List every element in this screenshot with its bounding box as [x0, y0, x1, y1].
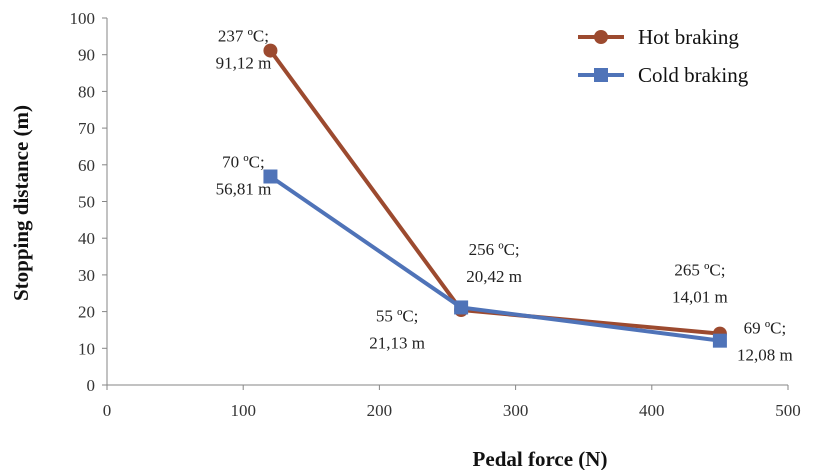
- x-tick-label: 100: [230, 401, 256, 420]
- legend-marker-hot-braking: [594, 30, 608, 44]
- y-axis-title: Stopping distance (m): [9, 105, 33, 301]
- x-tick-label: 400: [639, 401, 665, 420]
- legend: Hot braking Cold braking: [578, 25, 749, 87]
- data-label-line: 69 ºC;: [744, 319, 787, 338]
- annotation-layer: 237 ºC; 91,12 m 256 ºC; 20,42 m 265 ºC; 14,01…: [216, 27, 793, 365]
- y-tick-label: 90: [78, 46, 95, 65]
- y-tick-label: 20: [78, 303, 95, 322]
- data-label-hot-braking: 256 ºC; 20,42 m: [466, 240, 522, 286]
- y-tick-label: 30: [78, 266, 95, 285]
- y-tick-label: 10: [78, 339, 95, 358]
- data-label-line: 55 ºC;: [376, 306, 419, 325]
- data-label-line: 265 ºC;: [674, 261, 725, 280]
- legend-marker-cold-braking: [594, 68, 608, 82]
- data-point-cold-braking: [454, 300, 469, 315]
- data-label-line: 70 ºC;: [222, 153, 265, 172]
- data-point-cold-braking: [712, 333, 727, 348]
- data-label-line: 91,12 m: [216, 54, 272, 73]
- y-tick-label: 70: [78, 119, 95, 138]
- y-tick-label: 0: [87, 376, 96, 395]
- data-label-line: 20,42 m: [466, 267, 522, 286]
- legend-label-hot-braking: Hot braking: [638, 25, 739, 49]
- data-label-line: 21,13 m: [369, 333, 425, 352]
- legend-label-cold-braking: Cold braking: [638, 63, 749, 87]
- y-tick-label: 60: [78, 156, 95, 175]
- data-label-cold-braking: 70 ºC; 56,81 m: [216, 153, 272, 199]
- axes-layer: 0 10 20 30 40 50 60 70 80 90 100 0 100 200 300 400 500: [70, 9, 801, 420]
- series-line-hot-braking: [268, 49, 721, 336]
- series-layer: [263, 43, 727, 348]
- data-label-cold-braking: 69 ºC; 12,08 m: [737, 319, 793, 365]
- data-label-line: 14,01 m: [672, 288, 728, 307]
- data-label-hot-braking: 265 ºC; 14,01 m: [672, 261, 728, 307]
- data-label-line: 56,81 m: [216, 180, 272, 199]
- data-label-cold-braking: 55 ºC; 21,13 m: [369, 306, 425, 352]
- x-tick-label: 200: [367, 401, 393, 420]
- y-tick-label: 80: [78, 82, 95, 101]
- x-tick-label: 300: [503, 401, 529, 420]
- x-tick-label: 0: [103, 401, 112, 420]
- y-tick-label: 100: [70, 9, 96, 28]
- data-label-hot-braking: 237 ºC; 91,12 m: [216, 27, 272, 73]
- y-tick-label: 40: [78, 229, 95, 248]
- y-tick-label: 50: [78, 193, 95, 212]
- data-label-line: 12,08 m: [737, 346, 793, 365]
- data-label-line: 237 ºC;: [218, 27, 269, 46]
- data-point-hot-braking: [263, 43, 278, 58]
- x-tick-label: 500: [775, 401, 801, 420]
- data-label-line: 256 ºC;: [469, 240, 520, 259]
- data-point-cold-braking: [263, 169, 278, 184]
- x-axis-title: Pedal force (N): [473, 447, 608, 470]
